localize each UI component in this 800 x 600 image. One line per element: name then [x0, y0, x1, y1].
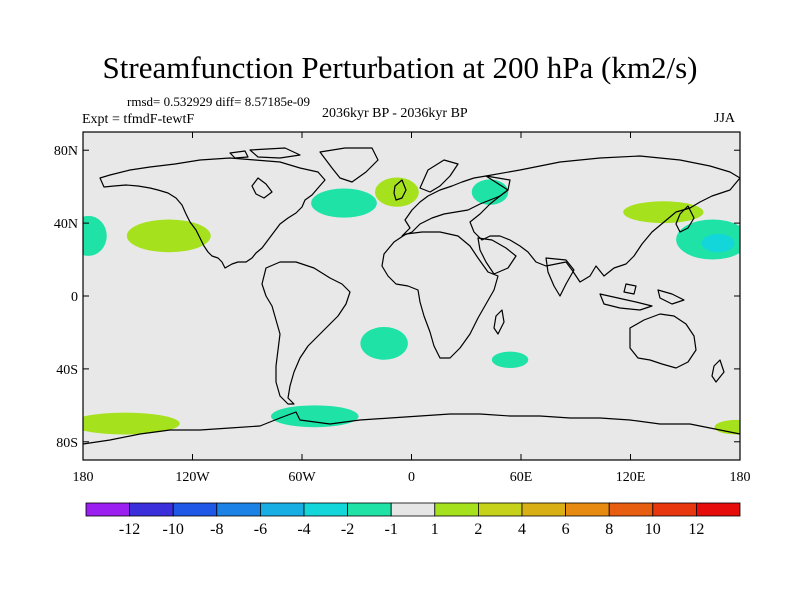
experiment-label: Expt = tfmdF-tewtF	[82, 112, 195, 127]
colorbar-box-9	[477, 502, 523, 517]
new-zealand	[711, 359, 725, 383]
colorbar-label-0: -12	[119, 521, 140, 538]
x-tick-label-0: 180	[73, 470, 94, 485]
x-tick-label-6: 180	[730, 470, 751, 485]
colorbar-label-12: 10	[645, 521, 661, 538]
x-tick-label-2: 60W	[288, 470, 316, 485]
colorbar-box-2	[172, 502, 218, 517]
colorbar-box-10	[521, 502, 566, 517]
y-tick-label-2: 0	[71, 290, 78, 305]
anomaly-east-asia-positive	[623, 201, 704, 224]
colorbar-box-14	[696, 502, 741, 517]
indonesia	[599, 283, 685, 311]
colorbar-box-13	[652, 502, 697, 517]
colorbar-label-3: -6	[254, 521, 267, 538]
anomaly-pacific-west-negative	[83, 215, 107, 256]
x-tick-label-5: 120E	[616, 470, 646, 485]
hudson-bay	[251, 177, 273, 199]
colorbar-label-7: 1	[431, 521, 439, 538]
colorbar-box-1	[129, 502, 174, 517]
anomaly-southwest-pacific-positive	[714, 419, 740, 435]
anomaly-nw-pacific-negative-core	[701, 234, 735, 253]
colorbar-label-6: -1	[385, 521, 398, 538]
y-tick-label-3: 40S	[56, 363, 78, 378]
map-background	[83, 132, 740, 460]
colorbar-label-1: -10	[163, 521, 184, 538]
period-label: 2036kyr BP - 2036kyr BP	[322, 106, 468, 121]
africa-coast	[381, 231, 499, 359]
y-tick-label-0: 80N	[54, 144, 78, 159]
uk-coast	[393, 179, 407, 201]
greenland-coast	[319, 147, 379, 183]
anomaly-indian-ocean-negative	[491, 351, 529, 368]
colorbar-label-5: -2	[341, 521, 354, 538]
arabia	[477, 237, 517, 275]
colorbar-box-7	[390, 502, 436, 517]
colorbar-box-3	[216, 502, 261, 517]
colorbar-label-11: 8	[605, 521, 613, 538]
anomaly-south-pacific-positive	[83, 412, 180, 435]
colorbar-label-10: 6	[562, 521, 570, 538]
stats-label: rmsd= 0.532929 diff= 8.57185e-09	[127, 94, 311, 109]
north-america-coast	[99, 157, 326, 269]
india	[545, 257, 575, 297]
coastlines	[82, 147, 741, 445]
antarctica-coast	[82, 411, 741, 445]
x-tick-label-3: 0	[408, 470, 415, 485]
colorbar-box-0	[85, 502, 130, 517]
colorbar-label-8: 2	[474, 521, 482, 538]
anomaly-south-atlantic-negative	[360, 326, 408, 360]
x-tick-label-4: 60E	[510, 470, 533, 485]
colorbar-box-12	[608, 502, 654, 517]
colorbar-label-9: 4	[518, 521, 526, 538]
anomaly-europe-positive	[375, 177, 419, 207]
anomaly-california-positive	[126, 219, 211, 253]
colorbar-box-6	[347, 502, 392, 517]
colorbar-box-4	[259, 502, 305, 517]
colorbar-box-8	[434, 502, 479, 517]
canadian-arctic	[229, 147, 301, 159]
scandinavia	[419, 159, 459, 193]
colorbar-label-4: -4	[297, 521, 310, 538]
europe-coast	[401, 175, 511, 237]
south-america-coast	[261, 261, 351, 405]
season-label: JJA	[714, 111, 736, 126]
colorbar-label-13: 12	[688, 521, 704, 538]
anomaly-north-atlantic-negative	[311, 188, 377, 218]
madagascar	[493, 309, 505, 335]
japan	[675, 205, 695, 233]
chart-title: Streamfunction Perturbation at 200 hPa (…	[102, 50, 698, 85]
anomaly-drake-passage-negative	[270, 405, 359, 428]
colorbar-label-2: -8	[210, 521, 223, 538]
y-tick-label-1: 40N	[54, 217, 78, 232]
x-tick-label-1: 120W	[175, 470, 210, 485]
colorbar-box-11	[565, 502, 610, 517]
colorbar-box-5	[303, 502, 348, 517]
y-tick-label-4: 80S	[56, 436, 78, 451]
australia-coast	[629, 313, 697, 369]
anomaly-caspian-negative	[471, 179, 509, 205]
